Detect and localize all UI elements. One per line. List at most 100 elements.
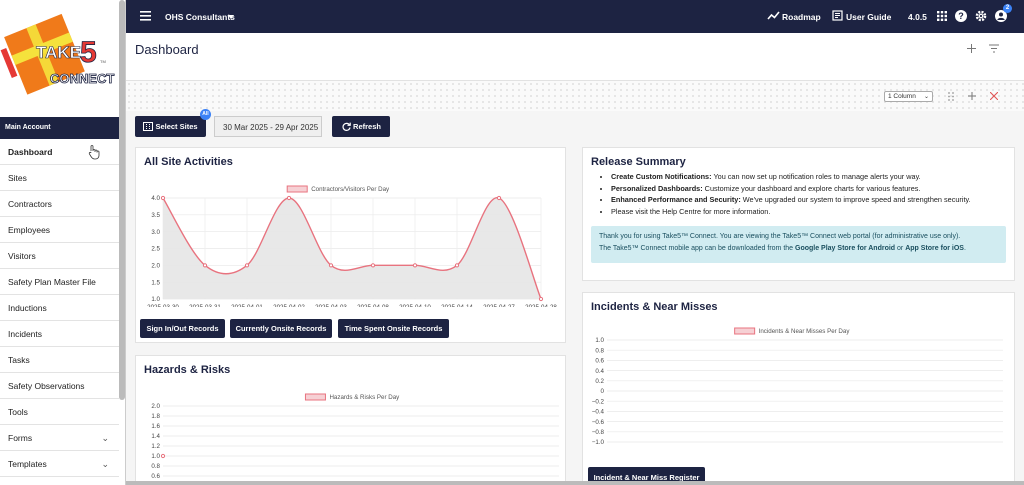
date-range-input[interactable]: 30 Mar 2025 - 29 Apr 2025 <box>214 116 322 137</box>
main-content: Dashboard 1 Column ⌄ Select Sites All 30 … <box>126 33 1024 485</box>
release-note-item: Create Custom Notifications: You can now… <box>611 171 971 183</box>
sidebar-item-contractors[interactable]: Contractors <box>0 191 119 217</box>
account-icon[interactable] <box>995 10 1007 22</box>
y-tick-label: 1.0 <box>151 296 160 303</box>
y-tick-label: 0.6 <box>595 358 604 365</box>
add-widget-icon[interactable] <box>968 92 976 100</box>
legend-swatch <box>734 327 756 335</box>
drag-handle-icon[interactable] <box>948 92 954 101</box>
select-sites-button[interactable]: Select Sites <box>135 116 206 137</box>
refresh-button[interactable]: Refresh <box>332 116 390 137</box>
hazards-risks-chart: Hazards & Risks Per Day 2.0 1.8 1.6 1.4 1.2 1.… <box>151 393 559 480</box>
data-point <box>286 195 292 201</box>
series-line <box>162 197 542 300</box>
x-tick-label: 2025-04-14 <box>441 304 473 307</box>
y-tick-label: 0.4 <box>595 368 604 375</box>
logo-tm: TM <box>100 59 106 64</box>
currently-onsite-records-button[interactable]: Currently Onsite Records <box>230 319 332 338</box>
sidebar-item-employees[interactable]: Employees <box>0 217 119 243</box>
incident-near-miss-register-button[interactable]: Incident & Near Miss Register <box>588 467 705 485</box>
legend-label: Contractors/Visitors Per Day <box>311 186 390 193</box>
y-tick-label: 1.8 <box>151 413 160 420</box>
sidebar-item-label: Templates <box>8 459 47 469</box>
add-icon[interactable] <box>967 44 976 53</box>
top-bar: OHS Consultants Roadmap User Guide 4.0.5… <box>126 0 1024 33</box>
legend-swatch <box>286 185 308 193</box>
close-icon[interactable] <box>990 92 998 100</box>
data-point <box>244 263 250 268</box>
legend-label: Incidents & Near Misses Per Day <box>759 328 851 335</box>
y-tick-label: −0.8 <box>592 429 605 436</box>
sidebar-item-visitors[interactable]: Visitors <box>0 243 119 269</box>
book-icon <box>832 10 843 21</box>
apps-grid-icon[interactable] <box>937 11 947 21</box>
gear-icon[interactable] <box>975 10 987 22</box>
sidebar-item-inductions[interactable]: Inductions <box>0 295 119 321</box>
dashboard-toolbar-band <box>126 81 1024 111</box>
sidebar-item-label: Safety Plan Master File <box>8 277 96 287</box>
column-layout-select[interactable]: 1 Column ⌄ <box>884 91 933 102</box>
x-tick-label: 2025-04-02 <box>273 304 305 307</box>
select-sites-badge: All <box>200 109 211 120</box>
hand-cursor-icon <box>88 145 100 160</box>
sidebar-item-forms[interactable]: Forms ⌄ <box>0 425 119 451</box>
user-guide-link[interactable]: User Guide <box>846 12 892 22</box>
sidebar-item-label: Dashboard <box>8 147 53 157</box>
x-tick-label: 2025-04-28 <box>525 304 557 307</box>
sidebar-item-safety-plan-master-file[interactable]: Safety Plan Master File <box>0 269 119 295</box>
data-point <box>412 263 418 268</box>
all-site-activities-title: All Site Activities <box>144 156 233 168</box>
y-tick-label: 3.0 <box>151 229 160 236</box>
data-point <box>328 263 334 268</box>
building-icon <box>143 122 153 131</box>
sidebar-item-sites[interactable]: Sites <box>0 165 119 191</box>
x-tick-label: 2025-03-31 <box>189 304 221 307</box>
sidebar-item-label: Inductions <box>8 303 47 313</box>
select-sites-label: Select Sites <box>155 122 198 131</box>
y-tick-label: 1.2 <box>151 443 160 450</box>
sidebar-item-incidents[interactable]: Incidents <box>0 321 119 347</box>
y-tick-label: 3.5 <box>151 212 160 219</box>
sidebar-item-safety-observations[interactable]: Safety Observations <box>0 373 119 399</box>
date-range-value: 30 Mar 2025 - 29 Apr 2025 <box>223 123 319 132</box>
sidebar-item-label: Visitors <box>8 251 36 261</box>
y-tick-label: 1.0 <box>595 337 604 344</box>
google-play-link[interactable]: Google Play Store for Android <box>795 244 896 252</box>
sidebar-item-label: Tools <box>8 407 28 417</box>
hazards-risks-card: Hazards & Risks Hazards & Risks Per Day 2… <box>135 355 566 485</box>
y-tick-label: 2.5 <box>151 246 160 253</box>
sidebar-item-templates[interactable]: Templates ⌄ <box>0 451 119 477</box>
sidebar-item-tools[interactable]: Tools <box>0 399 119 425</box>
x-tick-label: 2025-04-27 <box>483 304 515 307</box>
y-tick-label: 1.4 <box>151 433 160 440</box>
y-tick-label: 0.6 <box>151 473 160 480</box>
horizontal-scrollbar[interactable] <box>126 481 1024 485</box>
help-icon[interactable]: ? <box>955 10 967 22</box>
incidents-near-misses-card: Incidents & Near Misses Incidents & Near… <box>582 292 1015 485</box>
roadmap-link[interactable]: Roadmap <box>782 12 821 22</box>
sidebar-scrollbar[interactable] <box>119 0 125 400</box>
app-store-link[interactable]: App Store for iOS <box>905 244 964 252</box>
y-tick-label: 4.0 <box>151 195 160 202</box>
hamburger-menu-icon[interactable] <box>140 11 151 21</box>
sidebar-item-dashboard[interactable]: Dashboard <box>0 139 119 165</box>
caret-down-icon[interactable] <box>228 15 234 19</box>
sign-in-out-records-button[interactable]: Sign In/Out Records <box>140 319 225 338</box>
filter-icon[interactable] <box>989 44 999 53</box>
y-tick-label: 0 <box>601 388 605 395</box>
release-notes-list: Create Custom Notifications: You can now… <box>611 171 971 217</box>
series-area <box>163 197 541 299</box>
sidebar-item-tasks[interactable]: Tasks <box>0 347 119 373</box>
refresh-label: Refresh <box>353 122 381 131</box>
logo-five: 5 <box>80 36 97 69</box>
y-tick-label: 0.8 <box>151 463 160 470</box>
take5-logo[interactable]: TAKE 5 TM CONNECT <box>0 0 125 116</box>
logo-connect: CONNECT <box>50 71 114 86</box>
x-tick-label: 2025-04-01 <box>231 304 263 307</box>
time-spent-onsite-records-button[interactable]: Time Spent Onsite Records <box>338 319 449 338</box>
company-switcher[interactable]: OHS Consultants <box>165 12 235 22</box>
column-layout-value: 1 Column <box>888 93 916 100</box>
chevron-down-icon: ⌄ <box>923 94 929 100</box>
release-note-item: Enhanced Performance and Security: We've… <box>611 194 971 206</box>
data-point <box>454 263 460 268</box>
